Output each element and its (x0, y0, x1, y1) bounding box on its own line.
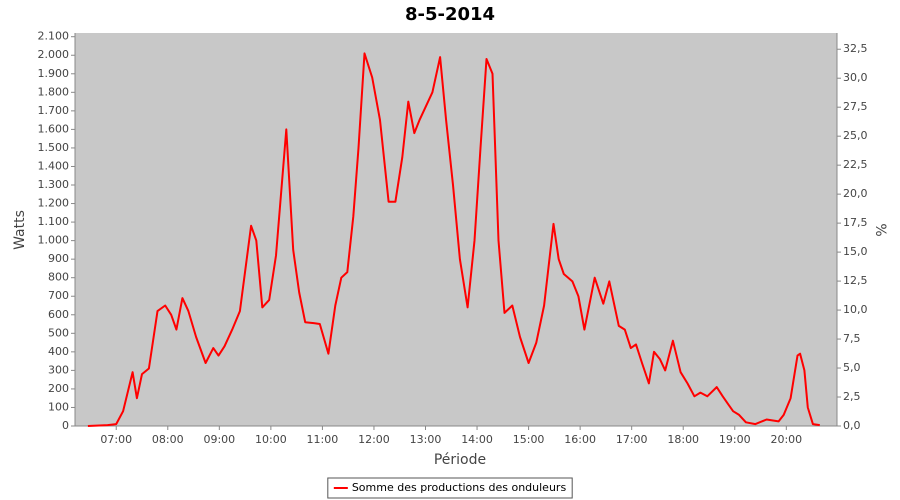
x-tick-label: 20:00 (770, 433, 802, 446)
y-tick-label: 100 (48, 400, 69, 413)
y2-tick-label: 12,5 (843, 274, 868, 287)
y2-tick-label: 27,5 (843, 100, 868, 113)
y2-tick-label: 0,0 (843, 419, 861, 432)
x-tick-label: 14:00 (461, 433, 493, 446)
y2-tick-label: 25,0 (843, 129, 868, 142)
x-tick-label: 19:00 (719, 433, 751, 446)
y2-tick-label: 15,0 (843, 245, 868, 258)
y-tick-label: 1.600 (38, 122, 70, 135)
y-tick-label: 1.100 (38, 215, 70, 228)
x-tick-label: 10:00 (255, 433, 287, 446)
y2-tick-label: 10,0 (843, 303, 868, 316)
y-axis-label: Watts (12, 210, 28, 250)
x-tick-label: 17:00 (616, 433, 648, 446)
x-tick-label: 07:00 (100, 433, 132, 446)
y2-tick-label: 30,0 (843, 71, 868, 84)
x-tick-label: 11:00 (307, 433, 339, 446)
y-tick-label: 400 (48, 345, 69, 358)
y-tick-label: 1.400 (38, 159, 70, 172)
x-tick-label: 09:00 (203, 433, 235, 446)
y2-tick-label: 7,5 (843, 332, 861, 345)
y-tick-label: 300 (48, 363, 69, 376)
y-tick-label: 1.900 (38, 67, 70, 80)
y-tick-label: 1.500 (38, 141, 70, 154)
y2-tick-label: 2,5 (843, 390, 861, 403)
y2-axis-label: % (872, 223, 888, 236)
x-tick-label: 16:00 (564, 433, 596, 446)
y-tick-label: 700 (48, 289, 69, 302)
legend-box (327, 477, 573, 499)
x-tick-label: 08:00 (152, 433, 184, 446)
x-tick-label: 18:00 (667, 433, 699, 446)
y-tick-label: 1.300 (38, 178, 70, 191)
x-axis-label: Période (434, 452, 486, 468)
x-tick-label: 15:00 (513, 433, 545, 446)
y-tick-label: 900 (48, 252, 69, 265)
y-tick-label: 500 (48, 326, 69, 339)
y2-tick-label: 20,0 (843, 187, 868, 200)
y-tick-label: 200 (48, 382, 69, 395)
x-tick-label: 12:00 (358, 433, 390, 446)
y-tick-label: 2.100 (38, 30, 70, 43)
y-tick-label: 2.000 (38, 48, 70, 61)
y2-tick-label: 22,5 (843, 158, 868, 171)
y2-tick-label: 32,5 (843, 42, 868, 55)
plot-area (75, 33, 837, 426)
x-tick-label: 13:00 (410, 433, 442, 446)
y-tick-label: 0 (62, 419, 69, 432)
y2-tick-label: 17,5 (843, 216, 868, 229)
y-tick-label: 800 (48, 271, 69, 284)
y-tick-label: 1.700 (38, 104, 70, 117)
chart-title: 8-5-2014 (405, 4, 495, 25)
y-tick-label: 1.200 (38, 197, 70, 210)
y-tick-label: 1.800 (38, 85, 70, 98)
y-tick-label: 1.000 (38, 234, 70, 247)
y2-tick-label: 5,0 (843, 361, 861, 374)
legend-label: Somme des productions des onduleurs (352, 481, 567, 494)
data-line (87, 52, 820, 427)
y-tick-label: 600 (48, 308, 69, 321)
